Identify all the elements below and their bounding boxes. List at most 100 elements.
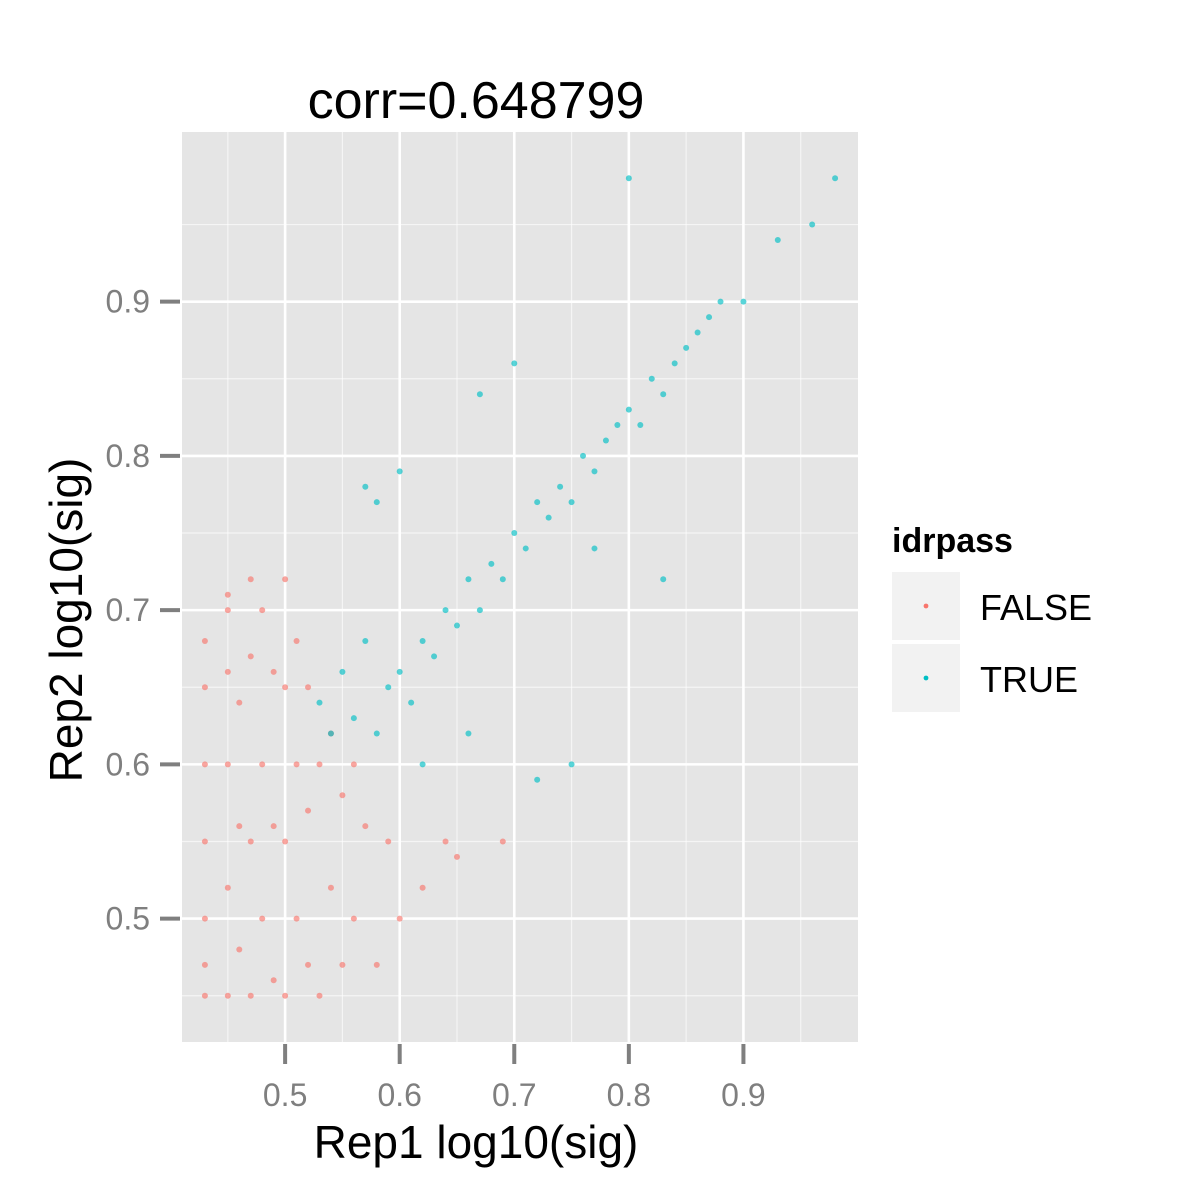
- data-point: [580, 452, 587, 459]
- y-tick-label: 0.7: [106, 592, 150, 628]
- chart-title: corr=0.648799: [308, 72, 645, 130]
- data-point: [270, 977, 277, 984]
- data-point: [545, 514, 552, 521]
- data-point: [534, 776, 541, 783]
- data-point: [499, 838, 506, 845]
- legend-title: idrpass: [892, 522, 1013, 560]
- data-point: [476, 391, 483, 398]
- data-point: [316, 992, 323, 999]
- series-true: [316, 175, 839, 783]
- data-point: [224, 884, 231, 891]
- data-point: [293, 915, 300, 922]
- data-point: [350, 715, 357, 722]
- data-point: [201, 637, 208, 644]
- data-point: [488, 560, 495, 567]
- legend-key-true-dot: [923, 675, 929, 681]
- plot-panel: [182, 132, 858, 1042]
- data-point: [511, 360, 518, 367]
- data-points: [201, 175, 839, 999]
- data-point: [396, 668, 403, 675]
- data-point: [201, 915, 208, 922]
- data-point: [385, 838, 392, 845]
- data-point: [339, 668, 346, 675]
- data-point: [224, 992, 231, 999]
- data-point: [453, 622, 460, 629]
- data-point: [327, 730, 334, 737]
- data-point: [625, 406, 632, 413]
- data-point: [637, 422, 644, 429]
- data-point: [224, 591, 231, 598]
- data-point: [282, 684, 289, 691]
- y-tick-label: 0.6: [106, 746, 150, 782]
- data-point: [201, 992, 208, 999]
- x-axis-title: Rep1 log10(sig): [314, 1116, 639, 1168]
- data-point: [740, 298, 747, 305]
- data-point: [224, 668, 231, 675]
- data-point: [270, 668, 277, 675]
- x-tick-label: 0.5: [263, 1077, 307, 1113]
- data-point: [305, 961, 312, 968]
- data-point: [316, 699, 323, 706]
- data-point: [201, 961, 208, 968]
- data-point: [247, 576, 254, 583]
- data-point: [201, 838, 208, 845]
- data-point: [419, 884, 426, 891]
- minor-gridlines: [182, 132, 858, 1042]
- data-point: [511, 530, 518, 537]
- x-tick-label: 0.6: [377, 1077, 421, 1113]
- data-point: [809, 221, 816, 228]
- y-tick-label: 0.5: [106, 901, 150, 937]
- data-point: [270, 823, 277, 830]
- data-point: [396, 468, 403, 475]
- data-point: [385, 684, 392, 691]
- data-point: [236, 699, 243, 706]
- data-point: [660, 391, 667, 398]
- data-point: [476, 607, 483, 614]
- y-tick-label: 0.8: [106, 438, 150, 474]
- x-tick-label: 0.8: [607, 1077, 651, 1113]
- data-point: [259, 607, 266, 614]
- data-point: [293, 761, 300, 768]
- data-point: [373, 730, 380, 737]
- data-point: [419, 761, 426, 768]
- data-point: [534, 499, 541, 506]
- data-point: [706, 314, 713, 321]
- data-point: [339, 792, 346, 799]
- data-point: [282, 576, 289, 583]
- data-point: [557, 483, 564, 490]
- data-point: [431, 653, 438, 660]
- data-point: [259, 761, 266, 768]
- data-point: [499, 576, 506, 583]
- data-point: [350, 761, 357, 768]
- data-point: [465, 730, 472, 737]
- data-point: [293, 637, 300, 644]
- data-point: [224, 761, 231, 768]
- data-point: [465, 576, 472, 583]
- data-point: [453, 853, 460, 860]
- x-tick-label: 0.9: [721, 1077, 765, 1113]
- data-point: [236, 946, 243, 953]
- data-point: [247, 838, 254, 845]
- legend-key-false-dot: [923, 603, 929, 609]
- y-axis-title: Rep2 log10(sig): [40, 458, 92, 783]
- data-point: [774, 236, 781, 243]
- data-point: [408, 699, 415, 706]
- data-point: [305, 807, 312, 814]
- data-point: [568, 499, 575, 506]
- data-point: [224, 607, 231, 614]
- data-point: [282, 992, 289, 999]
- data-point: [442, 607, 449, 614]
- legend-label-false: FALSE: [980, 587, 1092, 628]
- data-point: [683, 344, 690, 351]
- x-tick-label: 0.7: [492, 1077, 536, 1113]
- data-point: [236, 823, 243, 830]
- data-point: [373, 961, 380, 968]
- data-point: [373, 499, 380, 506]
- data-point: [396, 915, 403, 922]
- data-point: [614, 422, 621, 429]
- data-point: [832, 175, 839, 182]
- y-axis: 0.5 0.6 0.7 0.8 0.9: [106, 284, 180, 937]
- data-point: [362, 637, 369, 644]
- data-point: [660, 576, 667, 583]
